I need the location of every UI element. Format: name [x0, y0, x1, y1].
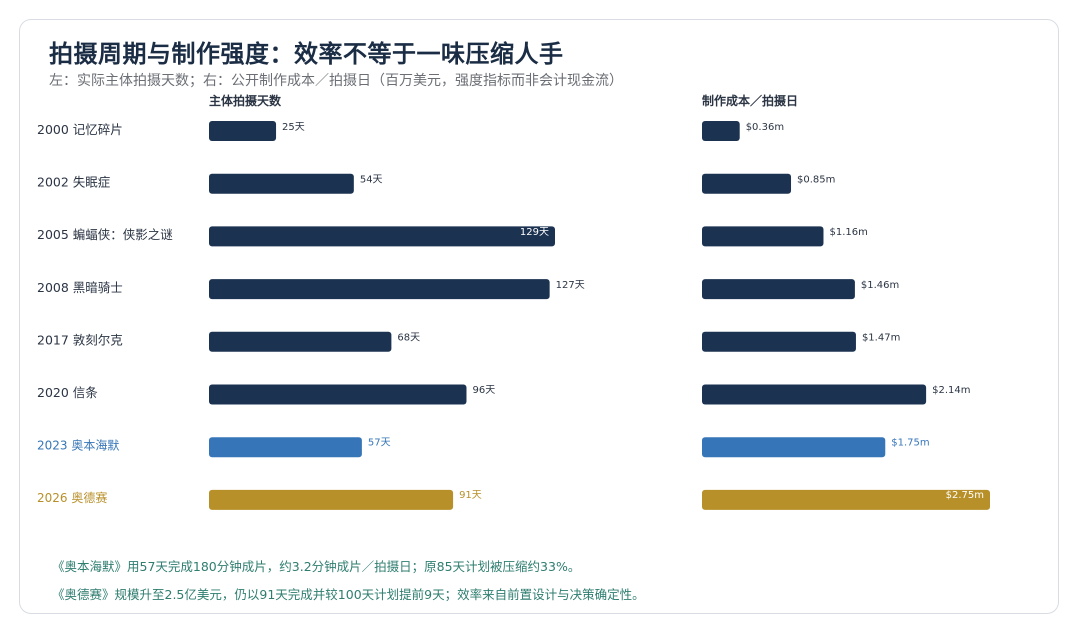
bar: [209, 121, 277, 141]
data-label: 25天: [282, 122, 305, 133]
chart-subtitle: 左：实际主体拍摄天数；右：公开制作成本／拍摄日（百万美元，强度指标而非会计现金流…: [49, 73, 623, 89]
bar: [702, 121, 740, 141]
data-label: $2.75m: [946, 490, 984, 501]
footnote-odyssey: 《奥德赛》规模升至2.5亿美元，仍以91天完成并较100天计划提前9天；效率来自…: [52, 587, 645, 602]
category-label: 2002 失眠症: [37, 175, 110, 190]
bar: [209, 437, 362, 458]
data-label: 127天: [556, 280, 585, 291]
bar: [702, 331, 856, 352]
chart-card: [19, 19, 1059, 614]
category-label: 2005 蝙蝠侠：侠影之谜: [37, 227, 173, 242]
bar: [702, 279, 855, 300]
data-label: 54天: [360, 175, 383, 186]
bar: [209, 331, 392, 352]
bar: [702, 226, 824, 247]
bar: [702, 489, 990, 510]
category-label: 2020 信条: [37, 385, 98, 400]
bar: [702, 384, 927, 405]
bar: [702, 173, 792, 194]
category-label: 2023 奥本海默: [37, 438, 119, 453]
data-label: 68天: [397, 332, 420, 343]
bar: [209, 384, 467, 405]
bar: [209, 226, 555, 247]
data-label: 91天: [459, 490, 482, 501]
data-label: $1.16m: [829, 227, 867, 238]
left-panel-title: 主体拍摄天数: [209, 93, 282, 108]
category-label: 2017 敦刻尔克: [37, 332, 123, 347]
footnote-oppenheimer: 《奥本海默》用57天完成180分钟成片，约3.2分钟成片／拍摄日；原85天计划被…: [52, 559, 581, 574]
right-panel-title: 制作成本／拍摄日: [702, 93, 798, 108]
data-label: $1.46m: [861, 280, 899, 291]
data-label: $0.36m: [746, 122, 784, 133]
category-label: 2000 记忆碎片: [37, 122, 123, 137]
data-label: $0.85m: [797, 175, 835, 186]
data-label: $1.47m: [862, 332, 900, 343]
bar: [209, 279, 550, 300]
category-label: 2026 奥德赛: [37, 490, 107, 505]
bar: [702, 437, 886, 458]
data-label: $1.75m: [891, 438, 929, 449]
data-label: 57天: [368, 438, 391, 449]
bar: [209, 489, 454, 510]
data-label: 129天: [520, 227, 549, 238]
data-label: 96天: [472, 385, 495, 396]
data-label: $2.14m: [932, 385, 970, 396]
chart-title: 拍摄周期与制作强度：效率不等于一味压缩人手: [49, 40, 564, 68]
category-label: 2008 黑暗骑士: [37, 280, 123, 295]
bar: [209, 173, 354, 194]
